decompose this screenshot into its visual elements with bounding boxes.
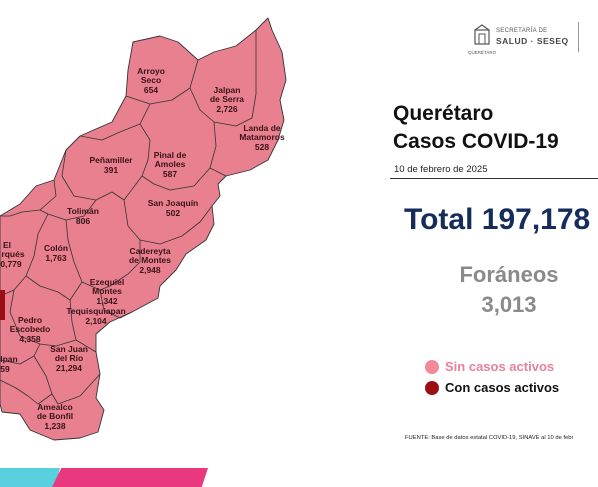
decorative-bar-cyan: [0, 468, 60, 487]
mun-name: El: [3, 240, 11, 250]
foraneos-value: 3,013: [481, 292, 537, 317]
mun-name: Montes: [92, 286, 122, 296]
mun-name: Jalpan: [214, 85, 241, 95]
mun-name: Seco: [141, 75, 161, 85]
mun-cases: 528: [255, 142, 269, 152]
mun-name: Tequisquiapan: [66, 306, 125, 316]
page-title-state: Querétaro: [393, 102, 494, 125]
mun-name: Pinal de: [154, 150, 187, 160]
mun-cases: 1,238: [44, 421, 66, 431]
mun-cases: 587: [163, 169, 177, 179]
mun-cases: 1,342: [96, 296, 118, 306]
source-note: FUENTE: Base de datos estatal COVID-19, …: [405, 435, 574, 441]
mun-name: Landa de: [243, 123, 281, 133]
legend-swatch-no-active: [425, 360, 439, 374]
mun-name: de Montes: [129, 255, 171, 265]
mun-cases: 502: [166, 208, 180, 218]
mun-name: Cadereyta: [129, 246, 170, 256]
mun-name: Ezequiel: [90, 277, 124, 287]
mun-name: de Bonfil: [37, 411, 73, 421]
mun-cases: 4,358: [19, 334, 41, 344]
queretaro-municipal-map: Arroyo Seco 654 Jalpan de Serra 2,726 Landa …: [0, 17, 287, 441]
decorative-bar-pink: [52, 468, 208, 487]
logo-text-queretaro: QUERÉTARO: [468, 50, 497, 55]
active-case-area: [0, 290, 5, 320]
logo-divider: [578, 22, 579, 52]
mun-name: de Serra: [210, 94, 244, 104]
mun-name: Colón: [44, 243, 68, 253]
mun-name: San Joaquín: [148, 198, 199, 208]
mun-name: Amealco: [37, 402, 72, 412]
mun-name: Arroyo: [137, 66, 165, 76]
mun-cases: 59: [0, 364, 10, 374]
mun-cases: 654: [144, 85, 158, 95]
logo-text-salud: SALUD · SESEQ: [496, 36, 569, 46]
mun-cases: 2,104: [85, 316, 107, 326]
mun-cases: 2,726: [216, 104, 238, 114]
legend-label-no-active: Sin casos activos: [445, 359, 555, 374]
municipal-borders: [0, 30, 257, 405]
mun-name: San Juan: [50, 344, 88, 354]
legend-label-active: Con casos activos: [445, 380, 560, 395]
total-cases: Total 197,178: [404, 203, 591, 236]
report-date: 10 de febrero de 2025: [394, 164, 488, 175]
mun-name: Pedro: [18, 315, 42, 325]
page-title-cases: Casos COVID-19: [393, 130, 559, 153]
mun-cases: 391: [104, 165, 118, 175]
foraneos-label: Foráneos: [459, 262, 559, 287]
mun-name: Tolimán: [67, 206, 99, 216]
mun-name: lpan: [0, 354, 17, 364]
mun-name: Amoles: [155, 159, 186, 169]
mun-cases: 0,779: [0, 259, 22, 269]
logo-text-secretaria: SECRETARÍA DE: [496, 28, 548, 34]
mun-name: del Río: [55, 353, 83, 363]
mun-cases: 1,763: [45, 253, 67, 263]
mun-name: rqués: [1, 249, 24, 259]
mun-cases: 806: [76, 216, 90, 226]
mun-name: Peñamiller: [90, 155, 134, 165]
mun-name: Escobedo: [10, 324, 51, 334]
legend-swatch-active: [425, 381, 439, 395]
seseq-logo: SECRETARÍA DE SALUD · SESEQ QUERÉTARO: [468, 20, 598, 60]
state-emblem-icon: [474, 24, 490, 45]
mun-cases: 2,948: [139, 265, 161, 275]
divider: [390, 178, 598, 179]
mun-name: Matamoros: [239, 132, 285, 142]
mun-cases: 21,294: [56, 363, 82, 373]
